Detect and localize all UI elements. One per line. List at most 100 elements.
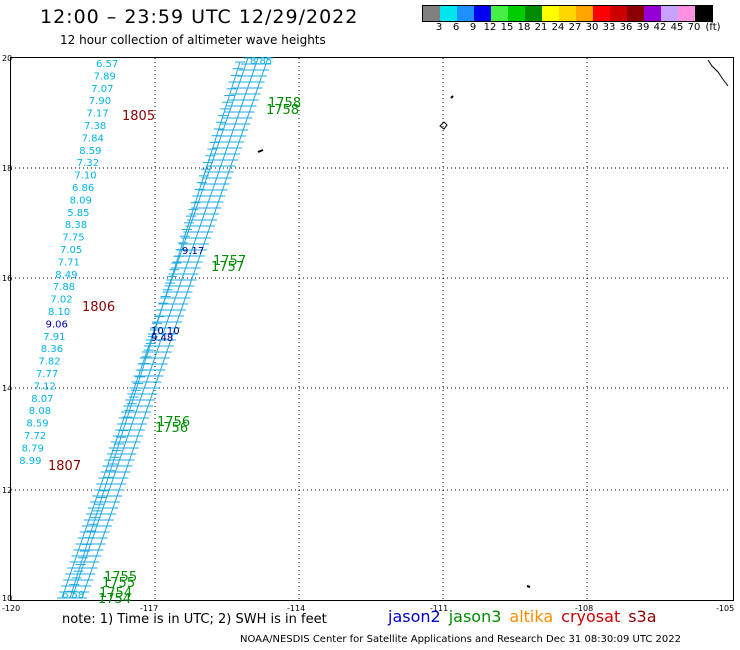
time-label: 1756 bbox=[155, 421, 188, 436]
legend-swatch bbox=[440, 6, 457, 21]
time-label: 1754 bbox=[99, 586, 132, 601]
wave-height-label: 8.36 bbox=[41, 344, 63, 355]
legend-swatch bbox=[457, 6, 474, 21]
wave-height-label: 8.99 bbox=[19, 456, 41, 467]
legend-swatch bbox=[593, 6, 610, 21]
wave-height-label: 7.84 bbox=[82, 133, 104, 144]
axis-labels: 20 18 16 14 12 10-120 -117 -114 -111 -108 -105 bbox=[2, 54, 734, 613]
satellite-name-altika: altika bbox=[509, 607, 554, 626]
longitude-tick-label: -120 bbox=[2, 604, 20, 613]
island-outline bbox=[439, 121, 448, 130]
legend-label: (ft) bbox=[705, 22, 721, 33]
satellite-tracks bbox=[57, 57, 273, 599]
map-grid bbox=[11, 58, 731, 599]
wave-height-label: 8.09 bbox=[70, 195, 92, 206]
wave-height-label: 7.07 bbox=[91, 84, 113, 95]
legend-swatch bbox=[627, 6, 644, 21]
legend-label: 3 bbox=[435, 22, 443, 33]
wave-height-label: 7.12 bbox=[34, 381, 56, 392]
wave-height-label: 7.77 bbox=[36, 369, 58, 380]
time-label: 1758 bbox=[266, 103, 299, 118]
wave-height-label: 7.38 bbox=[84, 121, 106, 132]
satellite-name-jason3: jason3 bbox=[448, 607, 502, 626]
latitude-tick-label: 20 bbox=[2, 54, 12, 63]
legend-label: 30 bbox=[585, 22, 599, 33]
wave-height-label: 7.89 bbox=[94, 71, 116, 82]
wave-height-label: 8.38 bbox=[65, 220, 87, 231]
legend-swatch bbox=[423, 6, 440, 21]
wave-height-label: 8.07 bbox=[31, 394, 53, 405]
wave-height-label: 7.90 bbox=[89, 96, 111, 107]
jason-wave-label: 10.10 bbox=[151, 326, 180, 337]
time-label: 1757 bbox=[211, 260, 244, 275]
wave-height-label: 8.59 bbox=[79, 146, 101, 157]
satellite-name-cryosat: cryosat bbox=[561, 607, 621, 626]
wave-height-label: 8.49 bbox=[55, 270, 77, 281]
legend-swatch bbox=[491, 6, 508, 21]
jason-wave-label: 9.17 bbox=[182, 246, 204, 257]
legend-label: 39 bbox=[636, 22, 650, 33]
latitude-tick-label: 10 bbox=[2, 594, 12, 603]
satellite-name-jason2: jason2 bbox=[388, 607, 441, 626]
legend-label: 24 bbox=[551, 22, 565, 33]
legend-label: 15 bbox=[500, 22, 514, 33]
map-title: 12:00 – 23:59 UTC 12/29/2022 bbox=[40, 6, 359, 28]
longitude-tick-label: -105 bbox=[716, 604, 734, 613]
wave-height-label: 5.85 bbox=[67, 208, 89, 219]
wave-height-color-legend bbox=[422, 5, 713, 22]
map-subtitle: 12 hour collection of altimeter wave hei… bbox=[60, 33, 326, 47]
legend-label: 6 bbox=[452, 22, 460, 33]
legend-label: 27 bbox=[568, 22, 582, 33]
time-label: 1755 bbox=[102, 576, 135, 591]
time-label: 1758 bbox=[268, 96, 301, 111]
wave-height-label: 7.17 bbox=[86, 109, 108, 120]
legend-swatch bbox=[661, 6, 678, 21]
wave-height-label: 8.79 bbox=[22, 443, 44, 454]
map-frame bbox=[10, 57, 734, 601]
legend-swatch bbox=[508, 6, 525, 21]
legend-label: 45 bbox=[670, 22, 684, 33]
wave-height-label: 7.72 bbox=[24, 431, 46, 442]
island-mark bbox=[257, 149, 264, 153]
satellite-name-s3a: s3a bbox=[628, 607, 657, 626]
longitude-tick-label: -114 bbox=[287, 604, 305, 613]
legend-label: 18 bbox=[517, 22, 531, 33]
jason-wave-label: 9.48 bbox=[151, 333, 173, 344]
wave-height-label: 7.91 bbox=[43, 332, 65, 343]
track-label: 6.58 bbox=[62, 590, 84, 601]
satellite-legend: jason2 jason3 altika cryosat s3a bbox=[388, 607, 665, 626]
legend-swatch bbox=[542, 6, 559, 21]
island-mark bbox=[450, 95, 454, 99]
wave-height-label: 8.08 bbox=[29, 406, 51, 417]
time-label: 1756 bbox=[157, 415, 190, 430]
latitude-tick-label: 16 bbox=[2, 274, 12, 283]
track-label: 8.85 bbox=[250, 56, 272, 67]
legend-label: 36 bbox=[619, 22, 633, 33]
longitude-tick-label: -111 bbox=[430, 604, 448, 613]
latitude-tick-label: 14 bbox=[2, 384, 12, 393]
wave-height-label: 7.32 bbox=[77, 158, 99, 169]
wave-height-label: 8.10 bbox=[48, 307, 70, 318]
time-label: 1754 bbox=[98, 592, 131, 607]
note-text: note: 1) Time is in UTC; 2) SWH is in fe… bbox=[62, 612, 327, 627]
time-label: 1807 bbox=[48, 459, 81, 474]
legend-swatch bbox=[644, 6, 661, 21]
legend-label: 33 bbox=[602, 22, 616, 33]
wave-height-label: 8.59 bbox=[26, 419, 48, 430]
footer-credit: NOAA/NESDIS Center for Satellite Applica… bbox=[240, 634, 682, 645]
coastline-segment bbox=[707, 59, 729, 87]
wave-height-label: 9.06 bbox=[46, 319, 68, 330]
coastline bbox=[257, 59, 729, 588]
longitude-tick-label: -117 bbox=[140, 604, 158, 613]
legend-swatch bbox=[678, 6, 695, 21]
wave-height-label: 7.82 bbox=[38, 357, 60, 368]
legend-label: 9 bbox=[469, 22, 477, 33]
island-mark bbox=[526, 585, 531, 588]
wave-height-label: 7.71 bbox=[58, 257, 80, 268]
longitude-tick-label: -108 bbox=[575, 604, 593, 613]
legend-label: 70 bbox=[687, 22, 701, 33]
legend-swatch bbox=[695, 6, 712, 21]
time-label: 1757 bbox=[213, 254, 246, 269]
wave-height-label: 7.75 bbox=[62, 233, 84, 244]
